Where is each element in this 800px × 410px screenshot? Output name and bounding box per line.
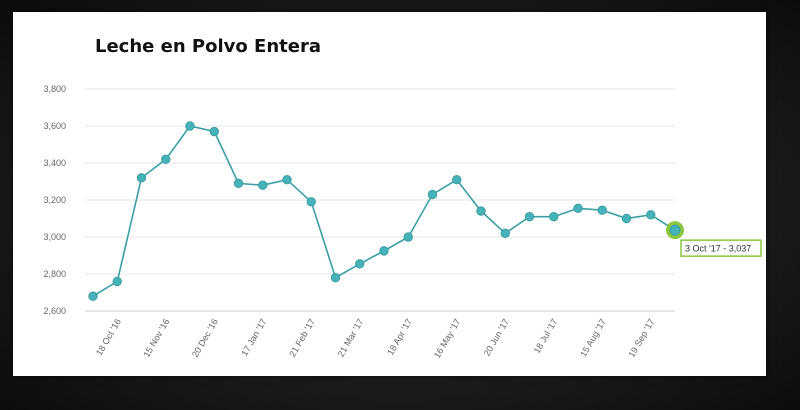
gridlines	[85, 88, 675, 312]
y-tick-label: 3,200	[43, 195, 66, 205]
y-tick-label: 3,000	[43, 232, 66, 242]
data-point[interactable]	[185, 121, 195, 131]
data-point[interactable]	[573, 203, 583, 214]
series-line	[92, 125, 676, 297]
y-tick-label: 3,400	[43, 158, 66, 168]
tooltip: 3 Oct '17 - 3,037	[680, 239, 762, 257]
x-tick-label: 16 May '17	[432, 317, 463, 360]
data-point[interactable]	[209, 126, 219, 137]
line-chart: 2,600 2,800 3,000 3,200 3,400 3,600 3,800 18 O…	[43, 84, 762, 360]
chart-card: Leche en Polvo Entera 2,600 2,800 3,000 3,2…	[13, 12, 766, 376]
x-tick-label: 20 Dec '16	[190, 317, 220, 359]
y-tick-label: 3,800	[43, 84, 66, 94]
data-point[interactable]	[161, 154, 171, 165]
data-point[interactable]	[500, 228, 510, 239]
tooltip-box	[680, 239, 762, 257]
data-point[interactable]	[379, 246, 389, 256]
x-tick-label: 21 Mar '17	[336, 317, 366, 359]
x-tick-label: 15 Nov '16	[141, 317, 171, 359]
data-point[interactable]	[597, 205, 607, 215]
data-point[interactable]	[355, 259, 365, 269]
chart-title: Leche en Polvo Entera	[95, 36, 321, 57]
x-tick-label: 20 Jun '17	[482, 317, 511, 358]
data-point[interactable]	[306, 197, 316, 207]
data-point[interactable]	[524, 211, 535, 222]
data-point[interactable]	[233, 178, 244, 189]
data-point[interactable]	[427, 189, 438, 200]
x-tick-label: 17 Jan '17	[239, 317, 268, 358]
x-tick-label: 21 Feb '17	[287, 317, 317, 359]
x-tick-label: 15 Aug '17	[578, 317, 608, 359]
y-axis-ticks: 2,600 2,800 3,000 3,200 3,400 3,600 3,800	[43, 84, 66, 316]
data-point[interactable]	[549, 211, 559, 222]
data-point[interactable]	[646, 210, 656, 220]
tooltip-text: 3 Oct '17 - 3,037	[685, 244, 751, 254]
data-point[interactable]	[403, 232, 413, 242]
data-point-highlighted[interactable]	[669, 224, 681, 236]
x-tick-label: 19 Sep '17	[626, 317, 656, 359]
data-point[interactable]	[112, 276, 122, 287]
data-point[interactable]	[258, 180, 268, 190]
x-tick-label: 18 Jul '17	[532, 317, 560, 355]
data-point[interactable]	[136, 173, 147, 183]
y-tick-label: 3,600	[43, 121, 66, 131]
data-point[interactable]	[282, 174, 292, 185]
data-point[interactable]	[330, 273, 341, 283]
data-point[interactable]	[88, 291, 98, 301]
data-point[interactable]	[452, 174, 462, 185]
x-tick-label: 18 Oct '16	[94, 317, 123, 357]
y-tick-label: 2,600	[43, 306, 66, 316]
x-axis-ticks: 18 Oct '16 15 Nov '16 20 Dec '16 17 Jan '17…	[94, 317, 657, 360]
x-tick-label: 18 Apr '17	[385, 317, 414, 357]
y-tick-label: 2,800	[43, 269, 66, 279]
data-point[interactable]	[621, 213, 632, 224]
data-points	[88, 121, 684, 301]
data-point[interactable]	[476, 206, 486, 216]
